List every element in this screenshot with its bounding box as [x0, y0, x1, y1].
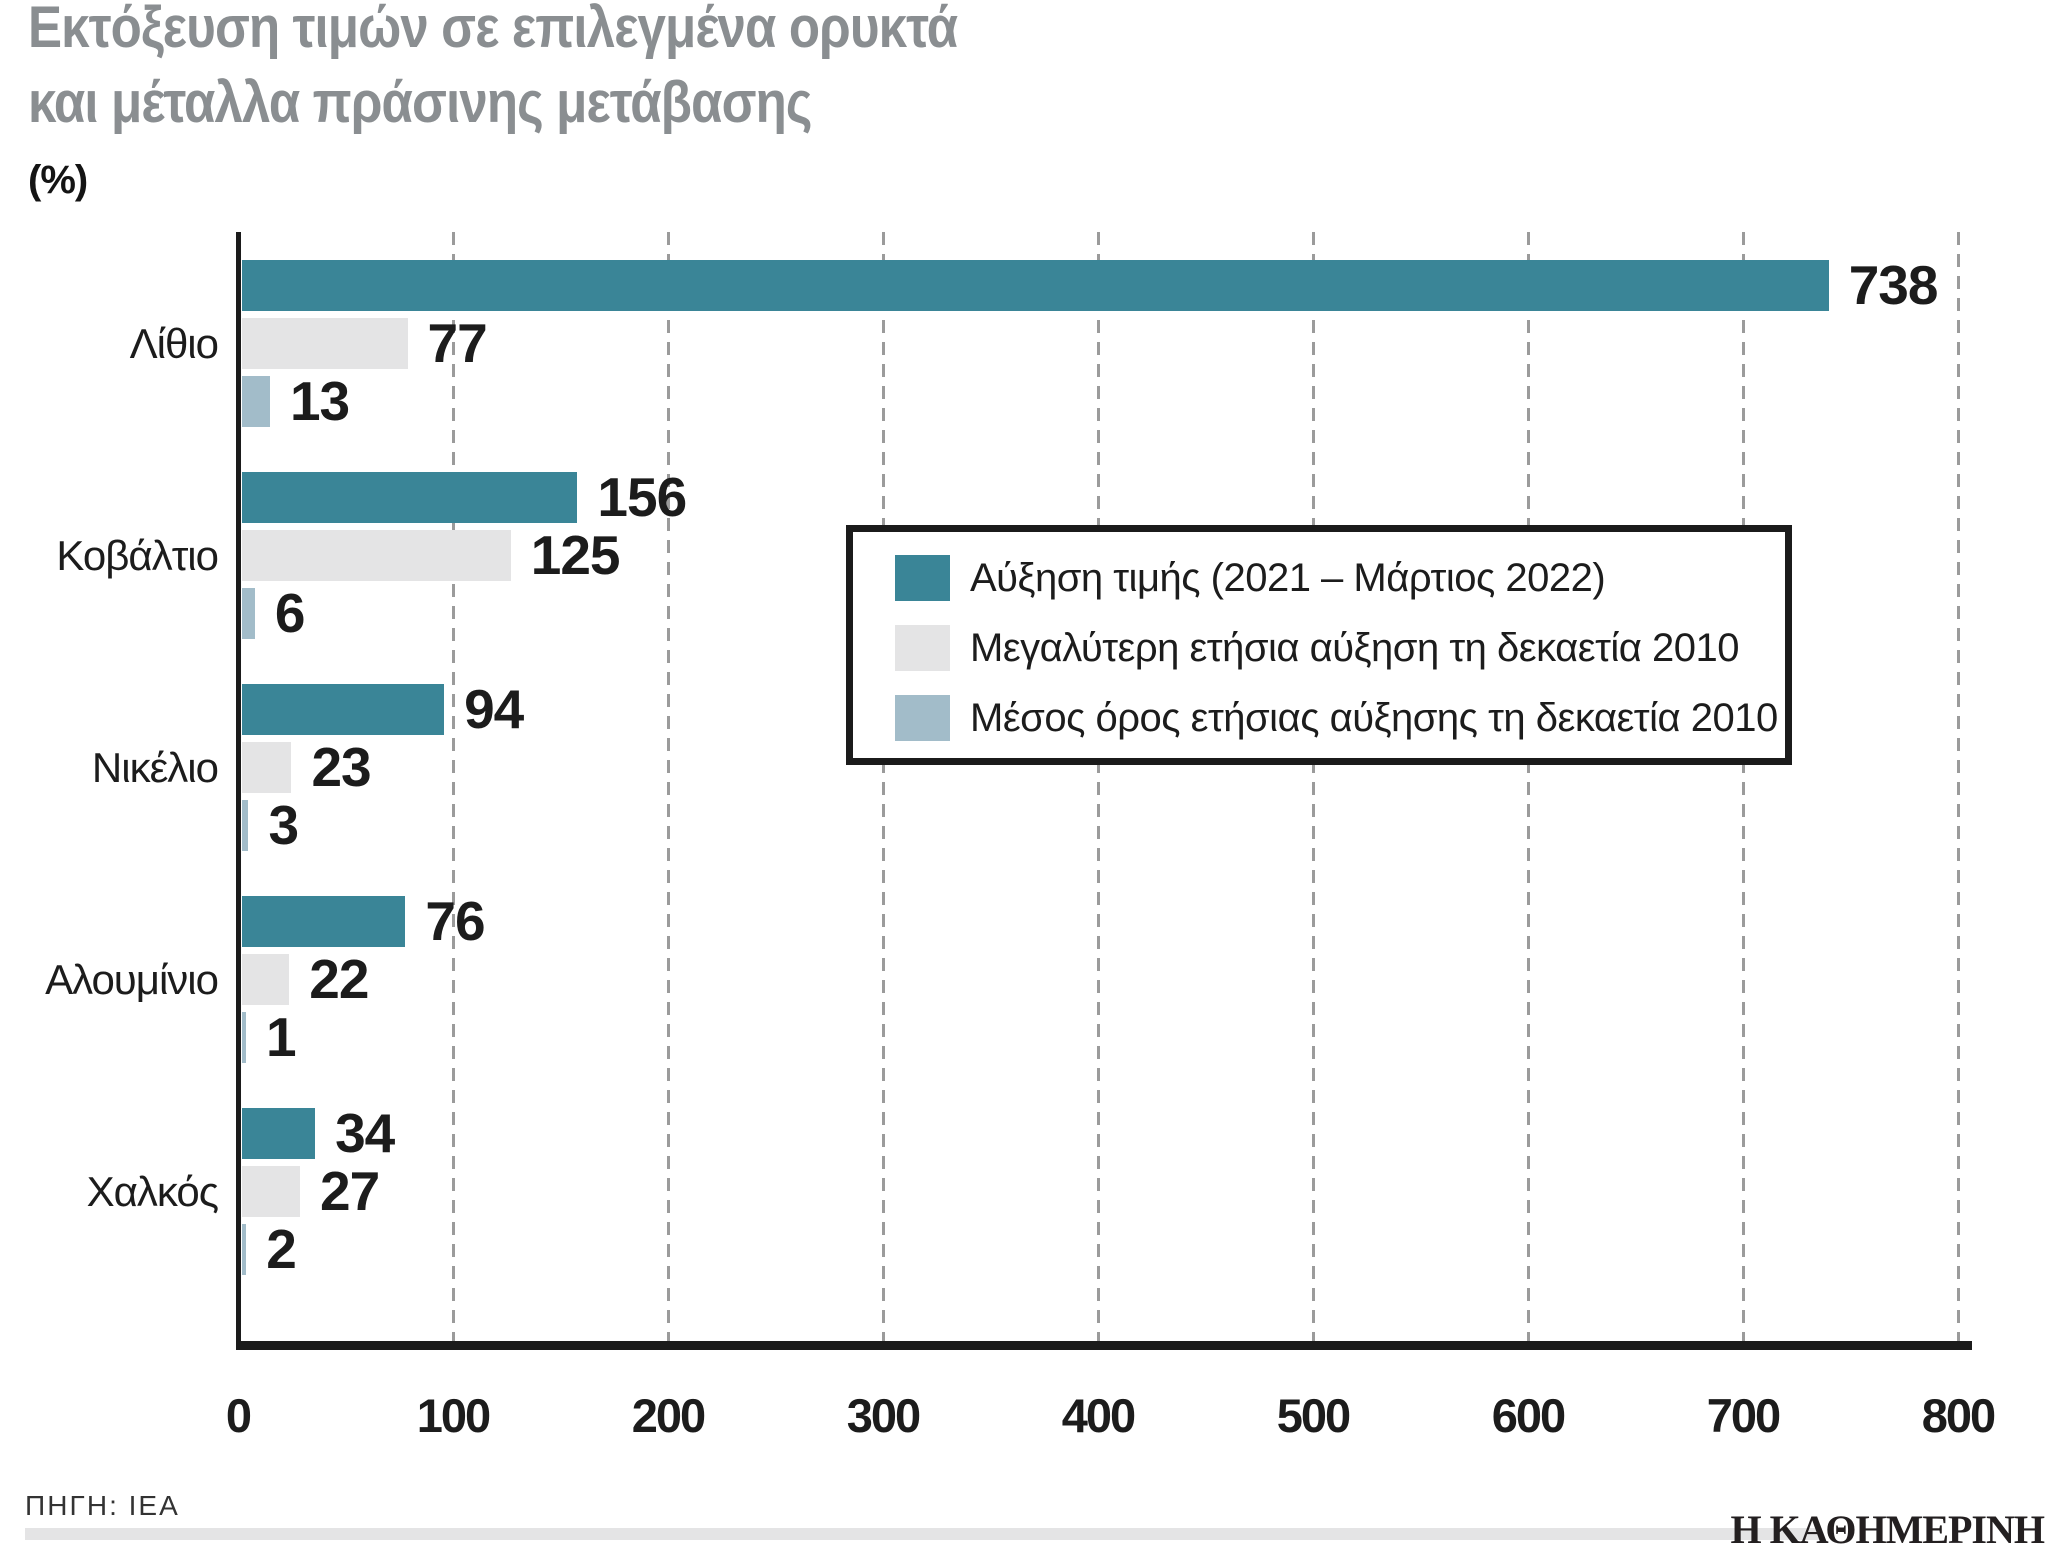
gridline-600 [1527, 232, 1530, 1341]
x-tick-label-500: 500 [1276, 1389, 1351, 1442]
gridline-700 [1742, 232, 1745, 1341]
legend-label-series2: Μεγαλύτερη ετήσια αύξηση τη δεκαετία 201… [970, 625, 1739, 670]
value-label-series1-cat3: 94 [464, 678, 524, 740]
value-label-series3-cat5: 2 [266, 1218, 297, 1280]
chart-title: Εκτόξευση τιμών σε επιλεγμένα ορυκτά και… [28, 0, 958, 140]
value-label-series3-cat4: 1 [266, 1006, 297, 1068]
legend-item-average-annual-increase: Μέσος όρος ετήσιας αύξησης τη δεκαετία 2… [895, 695, 1785, 741]
value-label-series2-cat5: 27 [320, 1160, 380, 1222]
legend-swatch-series3 [895, 695, 950, 741]
bar-series1-cat2 [242, 472, 578, 523]
x-tick-label-100: 100 [416, 1389, 491, 1442]
publisher-logo: Η ΚΑΘΗΜΕΡΙΝΗ [1730, 1507, 2045, 1552]
gridline-300 [882, 232, 885, 1341]
gridline-400 [1097, 232, 1100, 1341]
legend-swatch-series1 [895, 555, 950, 601]
gridline-200 [667, 232, 670, 1341]
value-label-series1-cat1: 738 [1848, 254, 1939, 316]
bar-series3-cat4 [242, 1012, 246, 1063]
bar-series2-cat5 [242, 1166, 301, 1217]
category-label-4: Αλουμίνιο [45, 956, 219, 1003]
legend-swatch-series2 [895, 625, 950, 671]
x-tick-label-600: 600 [1491, 1389, 1566, 1442]
y-axis-line [236, 232, 241, 1350]
footer-divider-strip [25, 1528, 1822, 1540]
value-label-series2-cat3: 23 [311, 736, 371, 798]
value-label-series3-cat1: 13 [289, 370, 350, 432]
category-label-1: Λίθιο [129, 320, 219, 367]
value-label-series1-cat4: 76 [425, 890, 485, 952]
value-label-series3-cat3: 3 [268, 794, 299, 856]
value-label-series3-cat2: 6 [274, 582, 306, 644]
bar-series2-cat4 [242, 954, 290, 1005]
x-tick-label-700: 700 [1706, 1389, 1781, 1442]
bar-series3-cat1 [242, 376, 270, 427]
value-label-series2-cat1: 77 [427, 312, 488, 374]
category-label-2: Κοβάλτιο [56, 532, 219, 579]
bar-series2-cat3 [242, 742, 292, 793]
bar-series3-cat2 [242, 588, 255, 639]
bar-series1-cat3 [242, 684, 445, 735]
x-tick-label-800: 800 [1921, 1389, 1996, 1442]
gridline-100 [452, 232, 455, 1341]
chart-title-line2: και μέταλλα πράσινης μετάβασης [28, 70, 812, 135]
chart-title-line1: Εκτόξευση τιμών σε επιλεγμένα ορυκτά [28, 0, 958, 60]
bar-series1-cat4 [242, 896, 406, 947]
bar-series2-cat1 [242, 318, 408, 369]
value-label-series2-cat2: 125 [530, 524, 621, 586]
value-label-series1-cat2: 156 [597, 466, 687, 528]
gridline-800 [1957, 232, 1960, 1341]
legend-item-price-increase: Αύξηση τιμής (2021 – Μάρτιος 2022) [895, 555, 1785, 601]
source-label: ΠΗΓΗ: IEA [25, 1490, 180, 1521]
bar-series2-cat2 [242, 530, 511, 581]
bar-series3-cat5 [242, 1224, 247, 1275]
category-label-5: Χαλκός [86, 1168, 219, 1215]
x-tick-label-200: 200 [631, 1389, 706, 1442]
bar-series1-cat5 [242, 1108, 316, 1159]
legend-label-series1: Αύξηση τιμής (2021 – Μάρτιος 2022) [970, 555, 1606, 600]
legend-box: Αύξηση τιμής (2021 – Μάρτιος 2022) Μεγαλ… [846, 525, 1792, 765]
bar-series3-cat3 [242, 800, 249, 851]
category-label-3: Νικέλιο [91, 744, 219, 791]
unit-label: (%) [28, 158, 88, 202]
value-label-series2-cat4: 22 [309, 948, 369, 1010]
x-tick-label-0: 0 [225, 1389, 252, 1442]
value-label-series1-cat5: 34 [335, 1102, 395, 1164]
bar-series1-cat1 [242, 260, 1829, 311]
legend-item-largest-annual-increase: Μεγαλύτερη ετήσια αύξηση τη δεκαετία 201… [895, 625, 1785, 671]
legend-label-series3: Μέσος όρος ετήσιας αύξησης τη δεκαετία 2… [970, 695, 1778, 740]
x-axis-line [236, 1341, 1972, 1350]
gridline-500 [1312, 232, 1315, 1341]
x-tick-label-300: 300 [846, 1389, 921, 1442]
x-tick-label-400: 400 [1061, 1389, 1136, 1442]
